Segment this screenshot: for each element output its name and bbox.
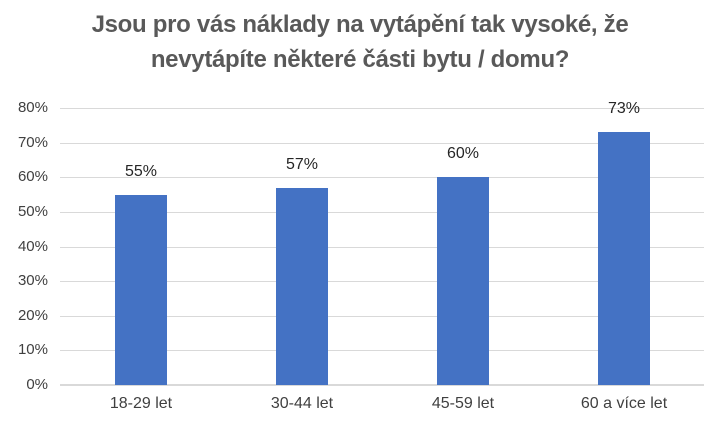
x-axis-category-label: 30-44 let: [270, 395, 334, 412]
gridline: [60, 177, 704, 178]
y-axis-tick-label: 0%: [26, 376, 48, 393]
y-axis-tick-label: 50%: [17, 203, 48, 220]
gridline: [60, 281, 704, 282]
y-axis-tick-label: 10%: [17, 341, 48, 358]
y-axis-tick-label: 20%: [17, 307, 48, 324]
gridline: [60, 108, 704, 109]
chart-title-line-2: nevytápíte některé části bytu / domu?: [150, 46, 570, 73]
y-axis-tick-label: 60%: [17, 168, 48, 185]
bar-data-label: 73%: [607, 100, 641, 117]
bar-data-label: 60%: [446, 145, 480, 162]
y-axis-tick-label: 70%: [17, 134, 48, 151]
y-axis-tick-label: 80%: [17, 99, 48, 116]
chart-title-line-1: Jsou pro vás náklady na vytápění tak vys…: [91, 11, 629, 38]
bar: [115, 195, 167, 385]
x-axis-line: [60, 384, 704, 386]
x-axis-category-label: 18-29 let: [109, 395, 173, 412]
gridline: [60, 350, 704, 351]
x-axis-category-label: 45-59 let: [431, 395, 495, 412]
bar-data-label: 57%: [285, 156, 319, 173]
bar: [598, 132, 650, 385]
chart-title: Jsou pro vás náklady na vytápění tak vys…: [0, 7, 720, 77]
gridline: [60, 316, 704, 317]
y-axis-tick-label: 30%: [17, 272, 48, 289]
gridline: [60, 247, 704, 248]
bar: [437, 177, 489, 385]
x-axis-category-label: 60 a více let: [580, 395, 668, 412]
bar-data-label: 55%: [124, 163, 158, 180]
gridline: [60, 212, 704, 213]
y-axis-tick-label: 40%: [17, 238, 48, 255]
gridline: [60, 143, 704, 144]
bar: [276, 188, 328, 385]
